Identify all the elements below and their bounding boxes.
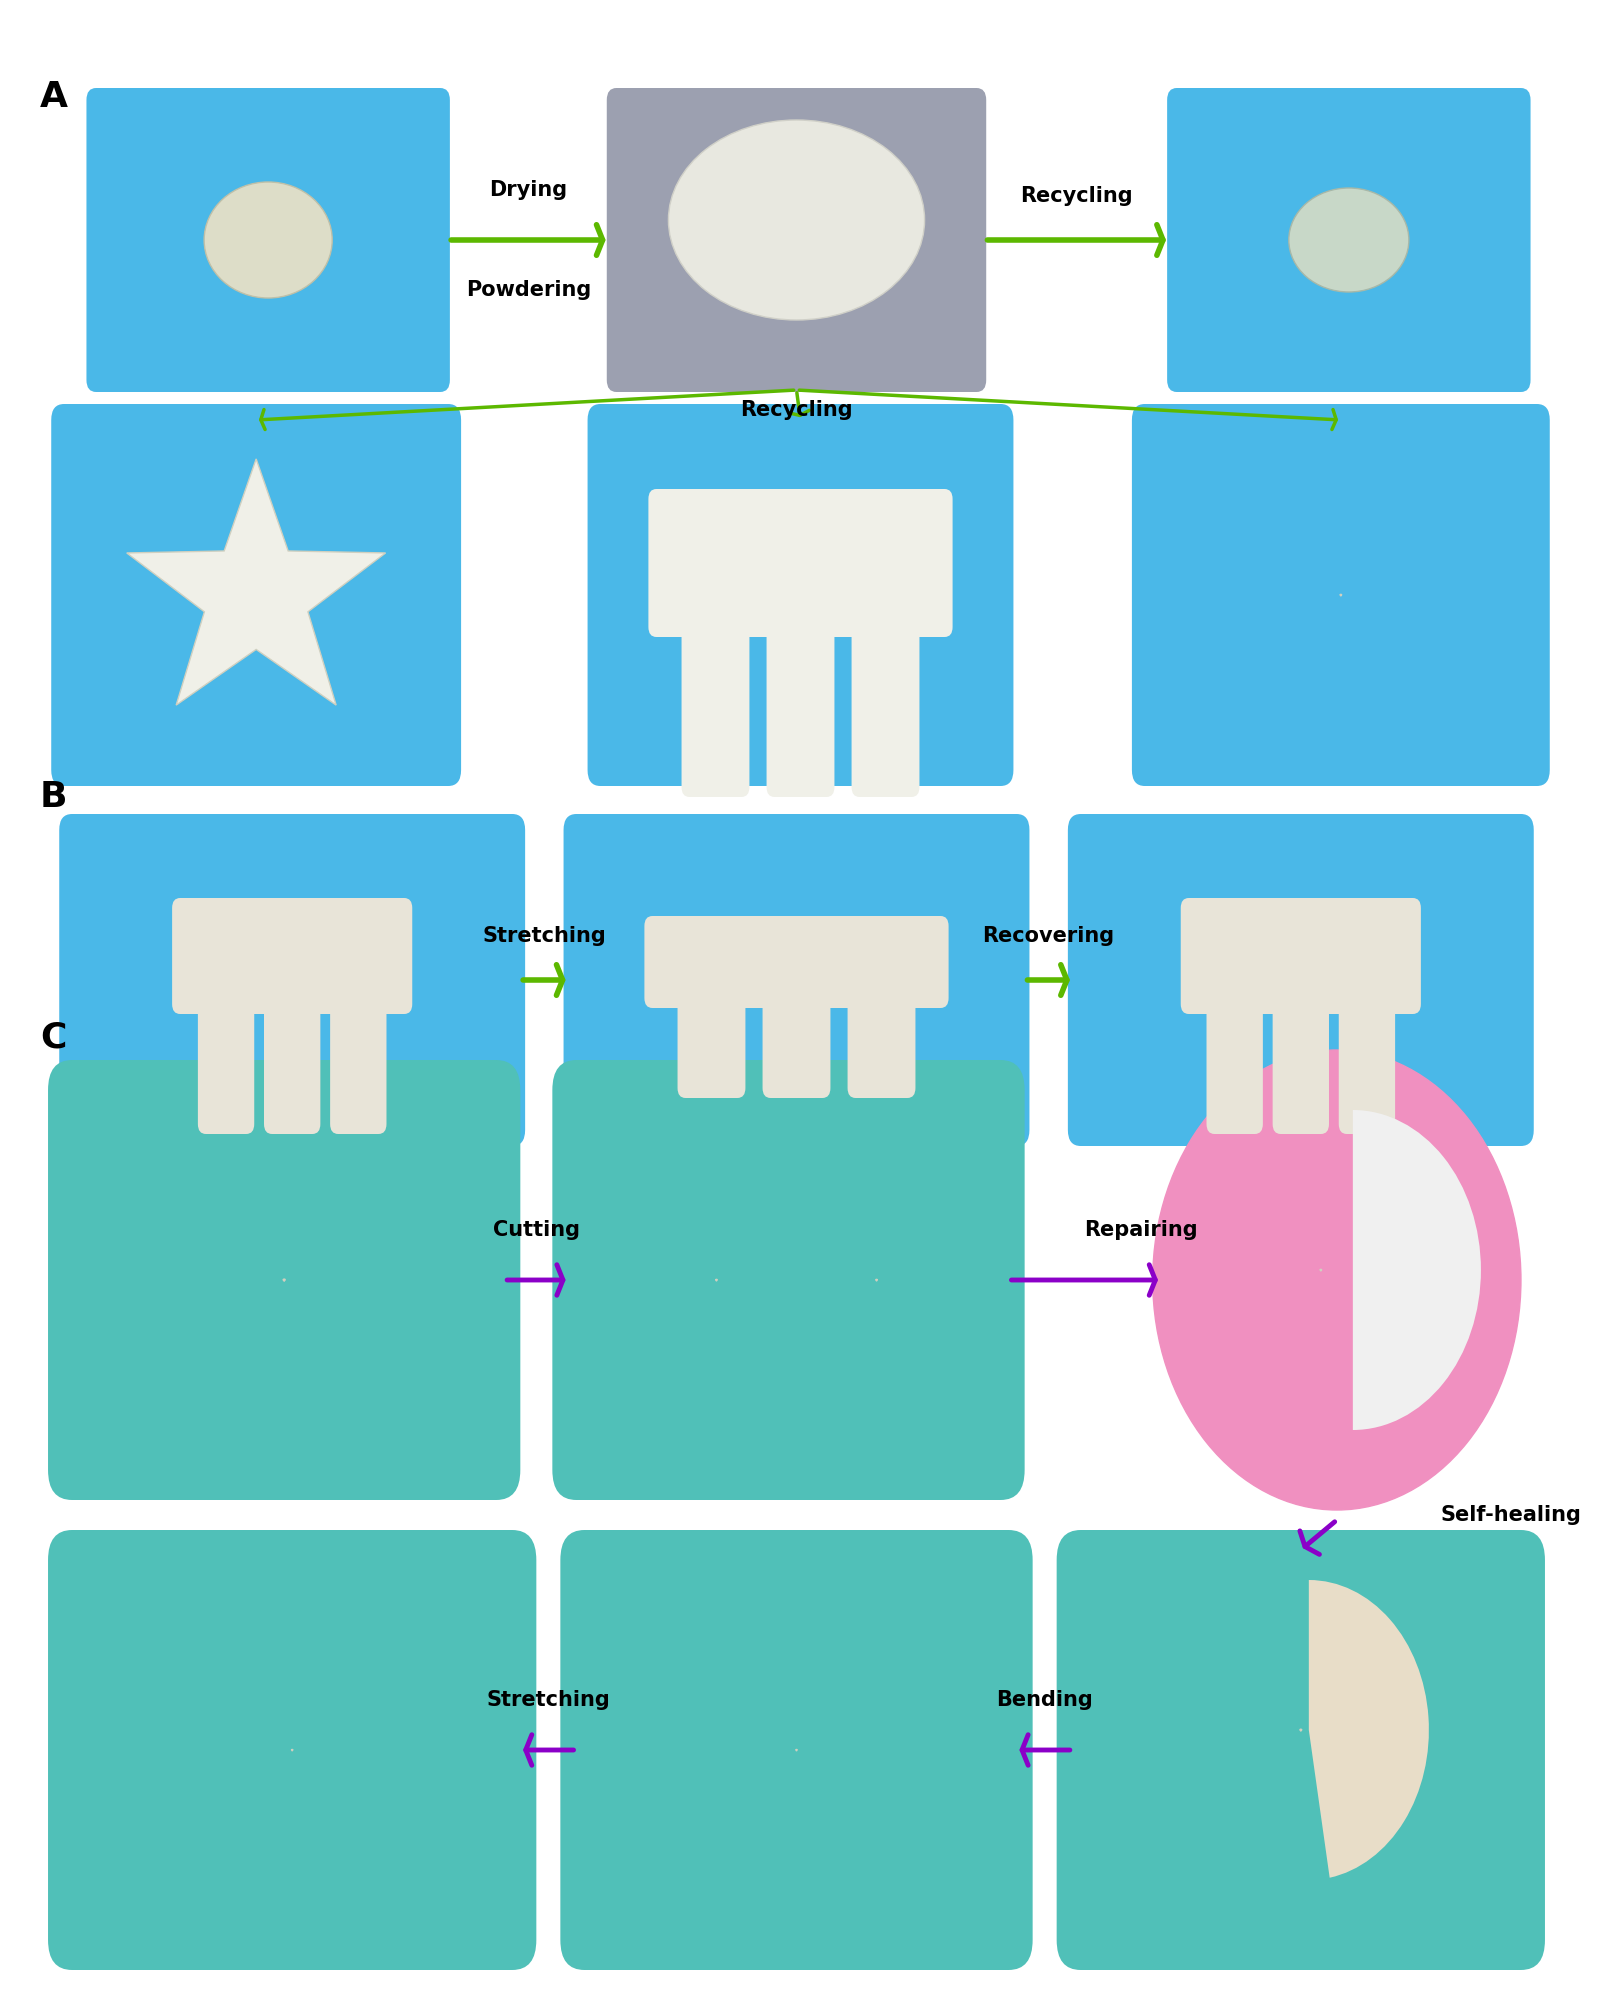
FancyBboxPatch shape bbox=[644, 916, 949, 1008]
Text: Drying: Drying bbox=[490, 180, 567, 200]
Text: Cutting: Cutting bbox=[493, 1220, 580, 1240]
FancyBboxPatch shape bbox=[330, 974, 386, 1134]
Ellipse shape bbox=[1289, 188, 1409, 292]
FancyBboxPatch shape bbox=[1132, 404, 1550, 786]
FancyBboxPatch shape bbox=[1273, 974, 1329, 1134]
FancyBboxPatch shape bbox=[560, 1530, 1033, 1970]
FancyBboxPatch shape bbox=[552, 1060, 1025, 1500]
FancyBboxPatch shape bbox=[677, 968, 746, 1098]
Text: Bending: Bending bbox=[996, 1690, 1093, 1710]
Text: Powdering: Powdering bbox=[466, 280, 591, 300]
FancyBboxPatch shape bbox=[59, 814, 525, 1146]
Text: Repairing: Repairing bbox=[1084, 1220, 1198, 1240]
FancyBboxPatch shape bbox=[86, 88, 450, 392]
Polygon shape bbox=[126, 458, 386, 706]
Text: C: C bbox=[40, 1020, 66, 1054]
FancyBboxPatch shape bbox=[607, 88, 986, 392]
FancyBboxPatch shape bbox=[1068, 814, 1534, 1146]
Wedge shape bbox=[1310, 1580, 1428, 1878]
Text: A: A bbox=[40, 80, 67, 114]
FancyBboxPatch shape bbox=[847, 968, 916, 1098]
FancyBboxPatch shape bbox=[1167, 88, 1531, 392]
FancyBboxPatch shape bbox=[588, 404, 1013, 786]
FancyBboxPatch shape bbox=[648, 488, 953, 636]
Wedge shape bbox=[1353, 1110, 1481, 1430]
Ellipse shape bbox=[205, 182, 333, 298]
FancyBboxPatch shape bbox=[1338, 974, 1394, 1134]
FancyBboxPatch shape bbox=[1180, 898, 1422, 1014]
Text: Recycling: Recycling bbox=[740, 400, 853, 420]
Text: Self-healing: Self-healing bbox=[1441, 1504, 1582, 1524]
Text: Recovering: Recovering bbox=[983, 926, 1114, 946]
FancyBboxPatch shape bbox=[1207, 974, 1263, 1134]
FancyBboxPatch shape bbox=[767, 596, 834, 796]
Circle shape bbox=[1153, 1050, 1521, 1510]
FancyBboxPatch shape bbox=[852, 596, 919, 796]
FancyBboxPatch shape bbox=[48, 1060, 520, 1500]
FancyBboxPatch shape bbox=[199, 974, 255, 1134]
FancyBboxPatch shape bbox=[264, 974, 320, 1134]
FancyBboxPatch shape bbox=[171, 898, 413, 1014]
FancyBboxPatch shape bbox=[1057, 1530, 1545, 1970]
FancyBboxPatch shape bbox=[48, 1530, 536, 1970]
Text: Stretching: Stretching bbox=[487, 1690, 610, 1710]
Text: B: B bbox=[40, 780, 67, 814]
FancyBboxPatch shape bbox=[564, 814, 1029, 1146]
Text: Stretching: Stretching bbox=[482, 926, 607, 946]
FancyBboxPatch shape bbox=[762, 968, 831, 1098]
Text: Recycling: Recycling bbox=[1020, 186, 1134, 206]
Ellipse shape bbox=[669, 120, 925, 320]
FancyBboxPatch shape bbox=[51, 404, 461, 786]
FancyBboxPatch shape bbox=[682, 596, 749, 796]
